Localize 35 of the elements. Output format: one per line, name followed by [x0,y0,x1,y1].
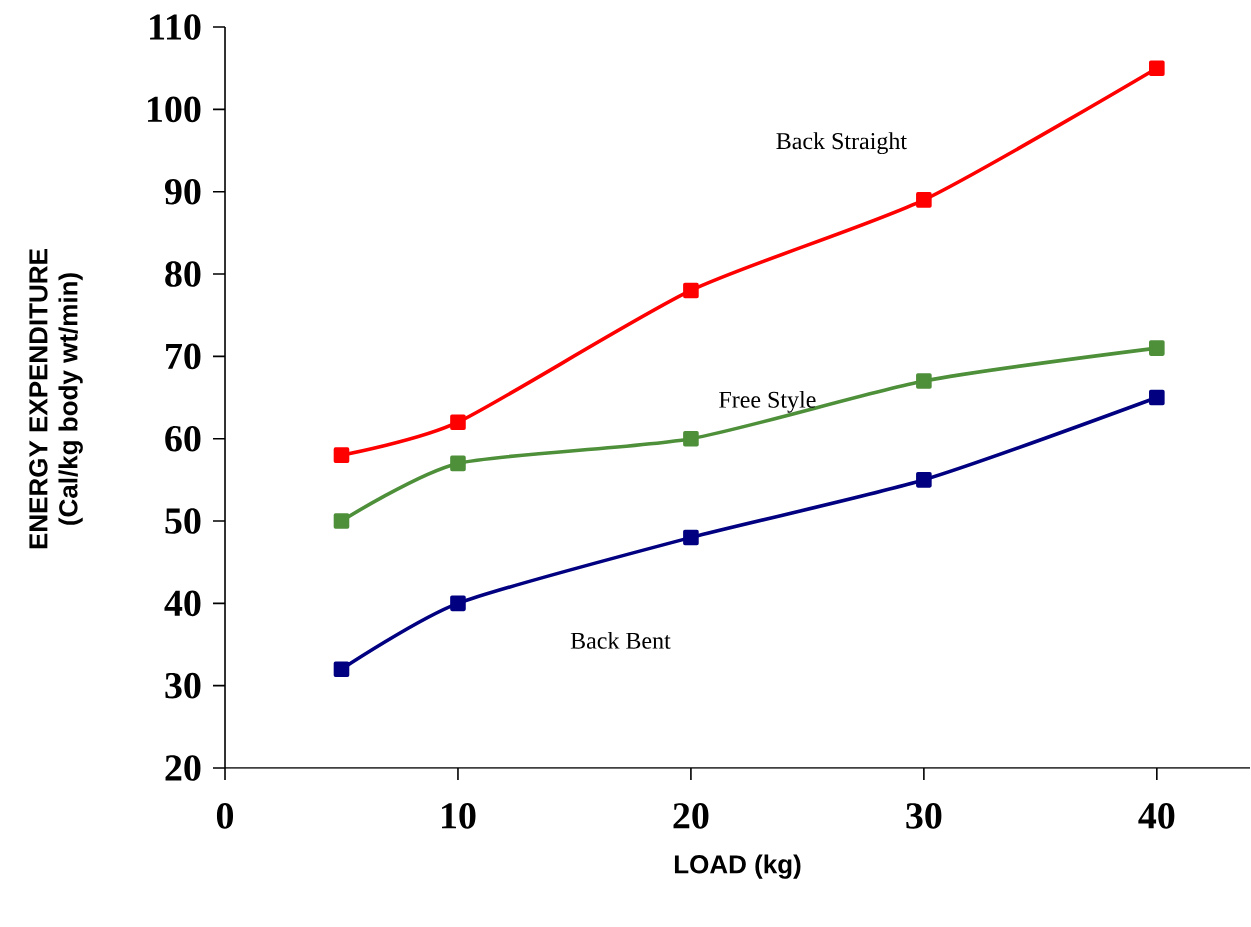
x-tick-label: 40 [1138,803,1175,829]
y-tick-label: 110 [150,14,201,40]
point [450,595,466,612]
x-axis-title: LOAD (kg) [674,854,801,879]
point [1149,60,1165,76]
point [916,192,932,208]
series-label: Back Straight [776,132,907,155]
text: Back Bent [570,631,671,649]
y-tick-label: 40 [164,590,201,617]
y-tick-label: 100 [147,96,201,123]
series-label: Free Style [719,390,816,413]
point [916,472,932,488]
point [450,414,466,431]
x-tick-label: 10 [442,803,476,829]
point [450,455,466,472]
point [333,513,350,529]
x-tick-label: 30 [906,803,942,829]
point [916,373,932,389]
y-axis-title: ENERGY EXPENDITURE (Cal/kg body wt/min) [29,249,83,549]
point [333,447,350,463]
y-tick-label: 90 [164,178,201,205]
x-tick-label: 20 [673,803,709,829]
y-tick-label: 60 [165,425,201,452]
y-tick-label: 50 [165,508,201,534]
point [1149,389,1165,406]
y-tick-label: 70 [166,343,201,370]
y-tick-label: 80 [165,261,201,287]
point [1149,340,1165,356]
point [683,282,699,299]
x-tick-label: 0 [216,803,234,829]
point [683,430,699,447]
y-tick-label: 30 [165,672,201,699]
y-tick-label: 20 [165,755,201,781]
point [333,661,350,677]
point [683,529,699,546]
